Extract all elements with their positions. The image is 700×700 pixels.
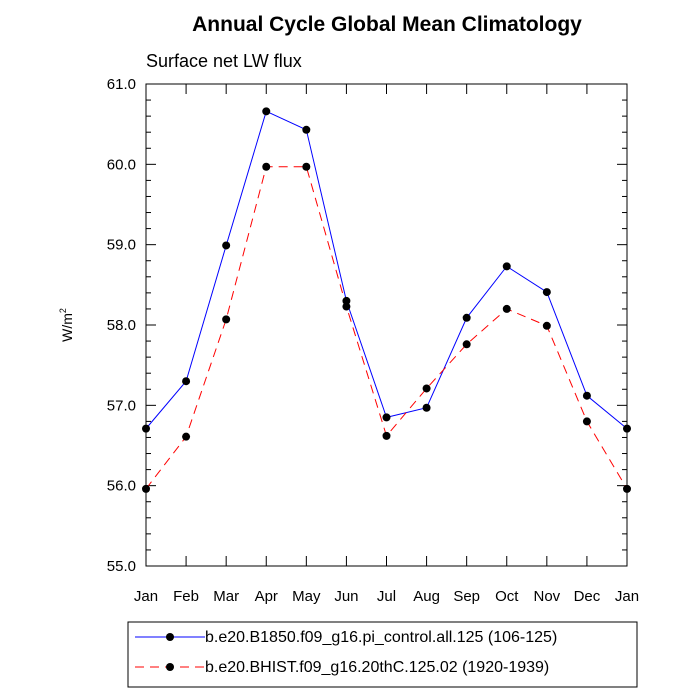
data-point-series-1 [502,262,511,271]
data-point-series-1 [262,107,271,116]
data-point-series-2 [623,484,631,493]
data-point-series-2 [182,432,191,441]
chart-title: Annual Cycle Global Mean Climatology [192,13,582,36]
y-axis-label: W/m2 [58,308,75,342]
data-point-series-1 [542,288,551,297]
y-axis-label-text: W/m [59,313,75,342]
data-point-series-1 [422,403,431,412]
y-tick-label: 57.0 [107,397,136,414]
x-tick-label: Sep [453,588,480,605]
x-tick-label: Jul [377,588,396,605]
x-tick-label: May [292,588,321,605]
y-tick-label: 55.0 [107,558,136,575]
data-point-series-2 [582,417,591,426]
data-point-series-1 [582,391,591,400]
x-tick-label: Feb [173,588,199,605]
data-point-series-1 [142,424,150,433]
data-point-series-2 [142,484,150,493]
x-tick-label: Nov [533,588,560,605]
x-tick-label: Mar [213,588,239,605]
x-tick-label: Jun [334,588,358,605]
data-point-series-1 [382,413,391,422]
y-tick-label: 61.0 [107,76,136,93]
data-point-series-2 [502,304,511,313]
data-point-series-2 [342,302,351,311]
axis-ticks [145,83,628,567]
x-tick-label: Jan [615,588,639,605]
data-point-series-2 [262,162,271,171]
x-tick-label: Apr [255,588,278,605]
y-tick-labels: 55.0 56.0 57.0 58.0 59.0 60.0 61.0 [107,76,136,575]
plot-frame [145,83,628,567]
y-tick-label: 60.0 [107,156,136,173]
x-tick-label: Dec [574,588,601,605]
data-point-series-1 [182,377,191,386]
legend-marker-series-2 [166,663,174,671]
data-point-series-2 [382,431,391,440]
data-point-series-1 [342,296,351,305]
series-line-2 [145,166,628,490]
legend-box [127,621,638,688]
x-tick-label: Oct [495,588,519,605]
legend-label-series-1: b.e20.B1850.f09_g16.pi_control.all.125 (… [205,629,557,646]
data-point-series-2 [462,340,471,349]
data-point-series-2 [422,384,431,393]
svg-text:W/m2: W/m2 [58,308,75,342]
x-tick-label: Aug [413,588,440,605]
legend: b.e20.B1850.f09_g16.pi_control.all.125 (… [127,621,638,688]
data-point-series-2 [302,162,311,171]
series-layer [142,107,631,493]
data-point-series-1 [222,241,231,250]
y-tick-label: 59.0 [107,237,136,254]
x-tick-label: Jan [134,588,158,605]
data-point-series-2 [542,321,551,330]
data-point-series-2 [222,315,231,324]
y-axis-label-superscript: 2 [58,308,68,313]
x-tick-labels: Jan Feb Mar Apr May Jun Jul Aug Sep Oct Nov Dec Jan [134,588,639,605]
series-line-1 [145,110,628,430]
legend-label-series-2: b.e20.BHIST.f09_g16.20thC.125.02 (1920-1… [205,659,549,676]
chart-subtitle: Surface net LW flux [146,51,302,71]
data-point-series-1 [623,424,631,433]
y-tick-label: 58.0 [107,317,136,334]
y-tick-label: 56.0 [107,478,136,495]
legend-marker-series-1 [166,633,174,641]
data-point-series-1 [462,313,471,322]
data-point-series-1 [302,125,311,134]
